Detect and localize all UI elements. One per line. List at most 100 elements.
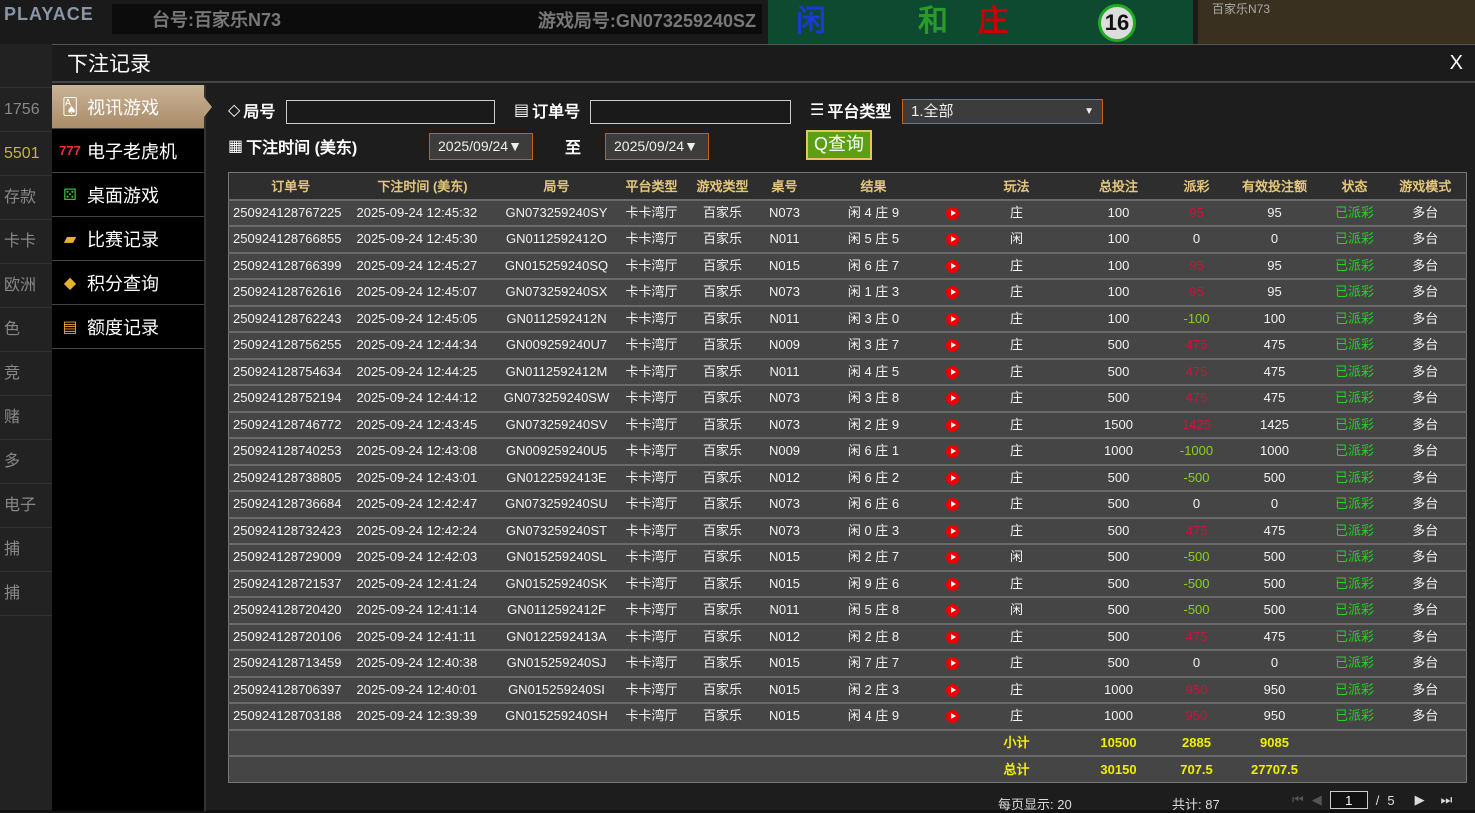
next-page-icon[interactable]: ▶ — [1414, 792, 1425, 807]
table-no-cell: N015 — [762, 675, 807, 703]
menu-item-table-games[interactable]: ⚄ 桌面游戏 — [52, 173, 204, 217]
round-input[interactable] — [286, 100, 495, 124]
play-replay-icon[interactable] — [946, 551, 959, 565]
platform-cell: 卡卡湾厅 — [620, 649, 683, 677]
valid-bet-cell: 95 — [1224, 251, 1325, 279]
modal-title: 下注记录 — [67, 53, 151, 76]
replay-cell — [940, 702, 965, 730]
payout-cell: 95 — [1168, 198, 1225, 226]
play-replay-icon[interactable] — [946, 445, 959, 459]
valid-bet-cell: 500 — [1224, 596, 1325, 624]
bet-type-cell: 庄 — [964, 463, 1069, 491]
play-replay-icon[interactable] — [946, 206, 959, 220]
close-button[interactable]: X — [1449, 51, 1463, 74]
game-mode-cell: 多台 — [1384, 463, 1467, 491]
platform-cell: 卡卡湾厅 — [620, 251, 683, 279]
total-bet-cell: 500 — [1068, 331, 1169, 359]
valid-bet-cell: 1000 — [1224, 437, 1325, 465]
payout-cell: 475 — [1168, 384, 1225, 412]
game-type-cell: 百家乐 — [682, 675, 763, 703]
time-label: ▦ 下注时间 (美东) — [228, 138, 358, 157]
game-type-cell: 百家乐 — [682, 251, 763, 279]
play-replay-icon[interactable] — [946, 286, 959, 300]
platform-label: ☰ 平台类型 — [810, 102, 892, 121]
play-replay-icon[interactable] — [946, 392, 959, 406]
play-replay-icon[interactable] — [946, 657, 959, 671]
menu-item-credit-records[interactable]: ▤ 额度记录 — [52, 305, 204, 349]
payout-cell: -500 — [1168, 596, 1225, 624]
column-header: 总投注 — [1068, 172, 1169, 200]
game-type-cell: 百家乐 — [682, 490, 763, 518]
play-replay-icon[interactable] — [946, 524, 959, 538]
game-mode-cell: 多台 — [1384, 304, 1467, 332]
column-header: 局号 — [492, 172, 621, 200]
play-replay-icon[interactable] — [946, 365, 959, 379]
table-no-cell: N015 — [762, 649, 807, 677]
platform-select[interactable]: 1.全部 ▼ — [902, 99, 1103, 124]
result-cell: 闲 3 庄 7 — [806, 331, 941, 359]
play-replay-icon[interactable] — [946, 471, 959, 485]
column-header: 状态 — [1324, 172, 1385, 200]
game-type-cell: 百家乐 — [682, 384, 763, 412]
replay-cell — [940, 331, 965, 359]
play-replay-icon[interactable] — [946, 233, 959, 247]
payout-cell: 475 — [1168, 516, 1225, 544]
table-no-cell: N012 — [762, 622, 807, 650]
status-cell: 已派彩 — [1324, 437, 1385, 465]
order-input[interactable] — [590, 100, 791, 124]
first-page-icon[interactable]: ⏮ — [1292, 792, 1304, 807]
play-replay-icon[interactable] — [946, 577, 959, 591]
total-bet-cell: 1000 — [1068, 702, 1169, 730]
game-type-cell: 百家乐 — [682, 437, 763, 465]
valid-bet-cell: 950 — [1224, 702, 1325, 730]
date-from-picker[interactable]: 2025/09/24▼ — [429, 133, 533, 160]
query-button[interactable]: Q查询 — [806, 130, 872, 160]
game-mode-cell: 多台 — [1384, 490, 1467, 518]
menu-item-live-games[interactable]: 🂡 视讯游戏 — [52, 85, 212, 129]
menu-item-match-records[interactable]: ▰ 比赛记录 — [52, 217, 204, 261]
table-no-cell: N009 — [762, 331, 807, 359]
prev-page-icon[interactable]: ◀ — [1311, 792, 1322, 807]
total-bet-cell: 500 — [1068, 649, 1169, 677]
platform-cell: 卡卡湾厅 — [620, 543, 683, 571]
bet-time-cell: 2025-09-24 12:43:45 — [352, 410, 493, 438]
total-payout-cell: 707.5 — [1168, 755, 1225, 783]
payout-cell: 475 — [1168, 331, 1225, 359]
bet-record-modal: 下注记录 X 🂡 视讯游戏 777 电子老虎机 ⚄ 桌面游戏 ▰ 比赛记录 ◆ 积分查询 … — [52, 44, 1475, 812]
round-id-cell: GN015259240SH — [492, 702, 621, 730]
order-id-cell: 250924128729009 — [228, 543, 353, 571]
game-type-cell: 百家乐 — [682, 410, 763, 438]
order-label: ▤ 订单号 — [514, 102, 581, 121]
play-replay-icon[interactable] — [946, 418, 959, 432]
payout-cell: 95 — [1168, 278, 1225, 306]
round-id-cell: GN015259240SI — [492, 675, 621, 703]
menu-item-points-query[interactable]: ◆ 积分查询 — [52, 261, 204, 305]
play-replay-icon[interactable] — [946, 710, 959, 724]
background-bet-board: 闲 和 庄 16 — [768, 0, 1193, 44]
total-label-cell: 总计 — [964, 755, 1069, 783]
play-replay-icon[interactable] — [946, 259, 959, 273]
status-cell: 已派彩 — [1324, 516, 1385, 544]
platform-cell: 卡卡湾厅 — [620, 596, 683, 624]
play-replay-icon[interactable] — [946, 630, 959, 644]
payout-cell: -1000 — [1168, 437, 1225, 465]
menu-item-slots[interactable]: 777 电子老虎机 — [52, 129, 204, 173]
search-icon: Q — [813, 134, 828, 154]
play-replay-icon[interactable] — [946, 312, 959, 326]
bet-record-table: 订单号 下注时间 (美东) 局号 平台类型 游戏类型 桌号 结果 玩法 总投注 派彩 有效投注额 状态… — [228, 172, 1467, 783]
table-no-cell: N073 — [762, 198, 807, 226]
bet-type-cell: 闲 — [964, 225, 1069, 253]
play-replay-icon[interactable] — [946, 604, 959, 618]
status-cell: 已派彩 — [1324, 543, 1385, 571]
table-row: 250924128762243 2025-09-24 12:45:05 GN0112… — [228, 304, 1467, 332]
bet-time-cell: 2025-09-24 12:44:34 — [352, 331, 493, 359]
game-type-cell: 百家乐 — [682, 569, 763, 597]
date-to-picker[interactable]: 2025/09/24▼ — [605, 133, 709, 160]
last-page-icon[interactable]: ⏭ — [1440, 792, 1453, 807]
play-replay-icon[interactable] — [946, 683, 959, 697]
bet-type-cell: 庄 — [964, 437, 1069, 465]
round-id-cell: GN0122592413A — [492, 622, 621, 650]
play-replay-icon[interactable] — [946, 498, 959, 512]
page-input[interactable] — [1329, 791, 1368, 809]
play-replay-icon[interactable] — [946, 339, 959, 353]
